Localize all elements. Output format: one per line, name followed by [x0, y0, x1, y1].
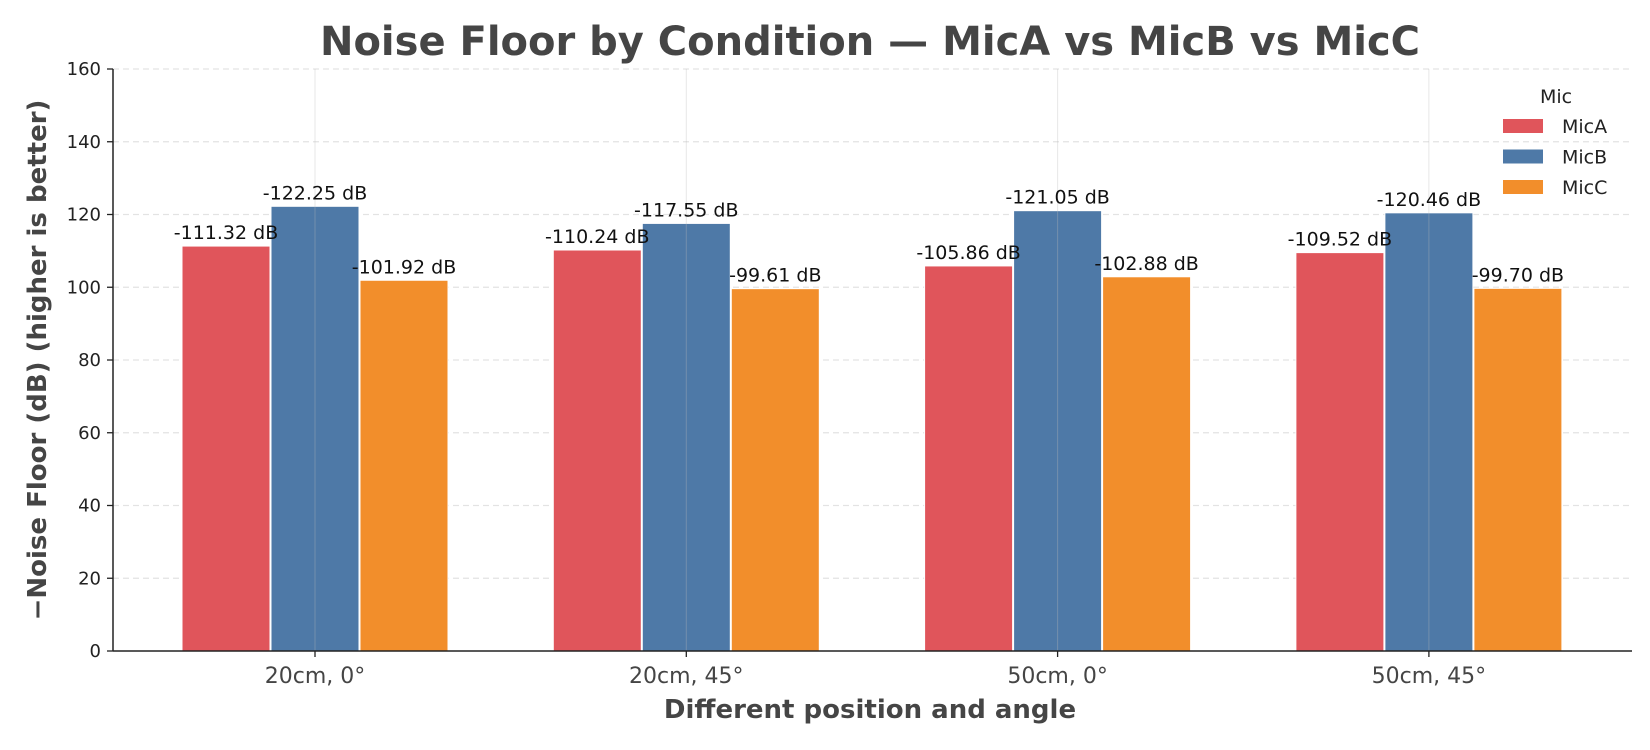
bar-micc	[730, 288, 820, 652]
bar-mica	[552, 249, 642, 652]
legend-swatch-micc	[1503, 180, 1543, 194]
chart-title: Noise Floor by Condition — MicA vs MicB …	[320, 19, 1420, 65]
axes: 0 20 40 60 80 100 120 140 160 20cm, 0° 20cm, 45° 50…	[67, 59, 1632, 689]
bar-value-label: -99.61 dB	[729, 265, 821, 287]
bar-value-label: -99.70 dB	[1472, 264, 1564, 286]
bar-micc	[1473, 287, 1563, 652]
y-axis-title: −Noise Floor (dB) (higher is better)	[23, 100, 53, 621]
bar-value-label: -121.05 dB	[1005, 187, 1109, 209]
y-tick-label: 160	[67, 59, 101, 80]
bar-value-label: -101.92 dB	[352, 256, 456, 278]
bar-value-label: -111.32 dB	[174, 222, 278, 244]
y-tick-label: 60	[78, 423, 101, 444]
bar-micb	[1013, 210, 1103, 652]
bar-mica	[181, 245, 271, 652]
x-tick-label: 50cm, 0°	[1007, 664, 1108, 689]
bar-value-label: -105.86 dB	[916, 242, 1020, 264]
legend-label-micc: MicC	[1562, 177, 1607, 199]
x-tick-label: 50cm, 45°	[1372, 664, 1487, 689]
legend-title: Mic	[1540, 86, 1572, 108]
x-tick-label: 20cm, 45°	[629, 664, 744, 689]
x-tick-label: 20cm, 0°	[265, 664, 366, 689]
y-tick-label: 40	[78, 496, 101, 517]
y-tick-label: 140	[67, 132, 101, 153]
y-tick-label: 20	[78, 568, 101, 589]
x-axis-title: Different position and angle	[664, 695, 1076, 725]
legend: Mic MicA MicB MicC	[1503, 86, 1607, 199]
legend-swatch-micb	[1503, 149, 1543, 164]
y-tick-label: 100	[67, 277, 101, 298]
y-tick-label: 0	[90, 641, 101, 662]
legend-label-mica: MicA	[1562, 116, 1607, 138]
bar-value-label: -122.25 dB	[263, 182, 367, 204]
bar-value-label: -109.52 dB	[1288, 229, 1392, 251]
bar-mica	[1295, 252, 1385, 652]
bar-micc	[359, 279, 449, 652]
bar-micb	[270, 205, 360, 652]
bar-micb	[1384, 212, 1474, 652]
bar-micc	[1102, 276, 1192, 652]
bar-value-label: -102.88 dB	[1094, 253, 1198, 275]
bar-value-label: -120.46 dB	[1377, 189, 1481, 211]
y-tick-label: 80	[78, 350, 101, 371]
legend-label-micb: MicB	[1562, 147, 1607, 169]
legend-swatch-mica	[1503, 119, 1543, 133]
bar-value-label: -110.24 dB	[545, 226, 649, 248]
bar-labels: -111.32 dB -110.24 dB -105.86 dB -109.52 dB…	[174, 182, 1564, 286]
bar-value-label: -117.55 dB	[634, 199, 738, 221]
bars	[181, 69, 1563, 652]
y-tick-label: 120	[67, 205, 101, 226]
bar-mica	[924, 265, 1014, 652]
